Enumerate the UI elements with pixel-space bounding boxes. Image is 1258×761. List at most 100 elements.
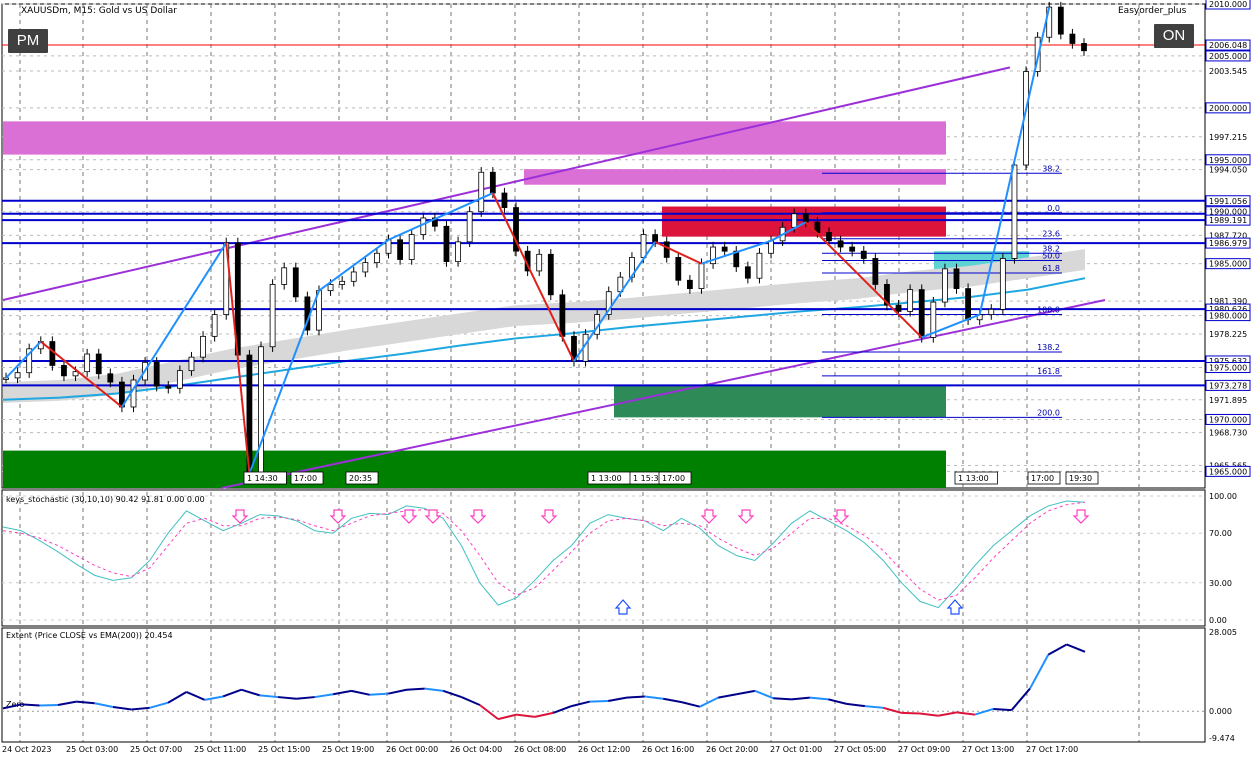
time-axis-label: 27 Oct 05:00 [834, 745, 886, 754]
zigzag-up [573, 241, 656, 362]
time-axis-label: 26 Oct 04:00 [450, 745, 502, 754]
extent-line-segment [718, 693, 737, 699]
extent-line-segment [387, 688, 407, 695]
session-label: 1 15:30 [633, 474, 664, 483]
price-axis-label: 1980.000 [1209, 312, 1247, 321]
extent-line-segment [241, 688, 261, 697]
price-axis-label: 1970.000 [1209, 415, 1247, 424]
on-button[interactable]: ON [1154, 24, 1194, 48]
zigzag-down [225, 242, 251, 474]
price-axis-label: 1990.000 [1209, 208, 1247, 217]
bull-candle [327, 284, 334, 292]
bull-candle [176, 370, 183, 389]
extent-line-segment [1047, 643, 1068, 656]
session-label: 17:00 [662, 474, 685, 483]
trendline-lower[interactable] [221, 299, 1106, 489]
session-marker [658, 471, 692, 485]
bull-candle [478, 171, 485, 213]
extent-line-segment [369, 692, 389, 696]
demand-zone [3, 450, 946, 488]
fib-label: 23.6 [1042, 230, 1060, 239]
pm-button[interactable]: PM [8, 29, 48, 53]
sell-arrow-icon [737, 509, 755, 524]
time-axis-label: 27 Oct 09:00 [898, 745, 950, 754]
price-axis-label: 2000.000 [1209, 104, 1247, 113]
expert-label: Easyorder_plus [1118, 6, 1187, 16]
fib-label: 200.0 [1037, 408, 1060, 417]
bull-candle [768, 240, 774, 254]
sell-arrow-icon [329, 509, 347, 524]
extent-line-segment [938, 711, 957, 717]
bear-candle [872, 258, 879, 285]
fib-label: 38.2 [1042, 244, 1060, 253]
session-label: 1 14:30 [247, 474, 278, 483]
price-axis-badge [1205, 310, 1251, 322]
bear-candle [849, 246, 856, 252]
price-axis-label: 2010.000 [1209, 0, 1247, 9]
extent-line-segment [497, 713, 517, 721]
bear-candle [153, 361, 160, 387]
sell-arrow-icon [540, 509, 558, 524]
stochastic-axis-label: 0.00 [1209, 616, 1227, 625]
extent-line-segment [479, 704, 499, 720]
bear-candle [721, 246, 728, 252]
extent-line-segment [608, 696, 627, 703]
extent-line-segment [754, 689, 774, 700]
extent-line-segment [809, 696, 829, 701]
bull-candle [455, 241, 461, 262]
stochastic-title: keys_stochastic (30,10,10) 90.42 91.81 0… [6, 495, 205, 504]
sell-arrow-icon [700, 509, 718, 524]
extent-line-segment [314, 693, 334, 699]
price-axis-badge [1205, 195, 1251, 207]
bear-candle [953, 268, 960, 289]
extent-line-segment [736, 689, 756, 696]
bull-candle [907, 289, 914, 312]
extent-panel[interactable] [1, 627, 1206, 743]
extent-line-segment [1029, 654, 1050, 690]
time-axis-label: 25 Oct 11:00 [194, 745, 246, 754]
extent-line-segment [185, 691, 206, 701]
time-axis-label: 25 Oct 03:00 [66, 745, 118, 754]
bull-candle [999, 258, 1006, 310]
bear-candle [895, 304, 902, 312]
price-axis-badge [1205, 214, 1251, 226]
extent-title: Extent (Price CLOSE vs EMA(200)) 20.454 [6, 631, 173, 640]
extent-line-segment [39, 703, 59, 707]
stochastic-main-line [2, 500, 1086, 609]
bull-candle [84, 353, 91, 373]
session-marker [1065, 471, 1099, 485]
extent-line-segment [296, 696, 315, 700]
bear-candle [802, 213, 809, 223]
extent-line-segment [791, 696, 811, 701]
stochastic-panel[interactable] [1, 489, 1206, 627]
supply-zone [3, 121, 946, 155]
trendline-upper[interactable] [2, 66, 1011, 301]
demand-zone [614, 385, 946, 418]
time-axis-label: 27 Oct 01:00 [770, 745, 822, 754]
extent-axis-label: 28.005 [1209, 628, 1237, 637]
fib-label: 161.8 [1037, 367, 1060, 376]
extent-line-segment [277, 696, 297, 700]
bull-candle [281, 267, 288, 285]
session-label: 1 13:00 [591, 474, 622, 483]
extent-axis-label: -9.474 [1209, 734, 1235, 743]
time-axis-label: 26 Oct 12:00 [578, 745, 630, 754]
price-axis-label: 1995.000 [1209, 156, 1247, 165]
bull-candle [26, 348, 33, 374]
bear-candle [547, 253, 554, 296]
bull-candle [188, 356, 195, 372]
session-label: 1 13:00 [958, 474, 989, 483]
zigzag-up [921, 313, 981, 339]
bull-candle [200, 335, 206, 358]
bull-candle [339, 280, 346, 285]
price-axis-label: 1975.632 [1209, 357, 1247, 366]
extent-line-segment [406, 687, 425, 691]
price-axis-badge [1205, 39, 1251, 51]
bear-candle [1081, 43, 1087, 52]
price-axis-label: 1991.056 [1209, 197, 1247, 206]
bull-candle [362, 262, 369, 273]
extent-line-segment [864, 705, 884, 709]
price-axis-label: 2005.000 [1209, 52, 1247, 61]
